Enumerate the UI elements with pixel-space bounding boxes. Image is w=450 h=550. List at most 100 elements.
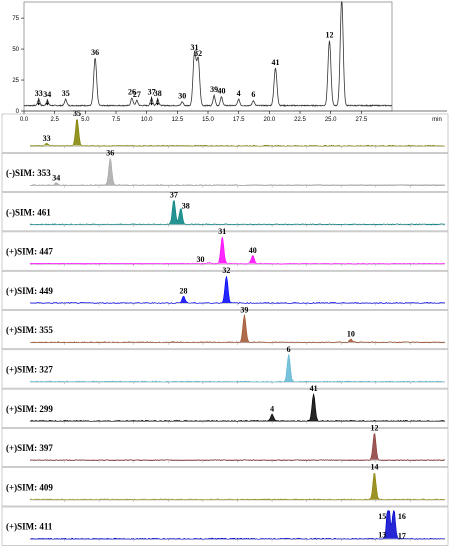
sim-peak-label-4: 4 <box>270 405 274 414</box>
tic-x-tick-label: 10.0 <box>141 117 153 123</box>
sim-peak-label-13: 13 <box>378 530 386 539</box>
sim-peak-label-6: 6 <box>287 345 291 354</box>
sim-panel: (+)SIM: 397 12 <box>1 423 449 467</box>
sim-panel-frame <box>1 349 449 389</box>
tic-x-unit-label: min <box>432 117 442 123</box>
sim-trace <box>29 236 446 265</box>
sim-panel: (+)SIM: 411 15 16 13 17 <box>1 506 449 546</box>
sim-panel-frame <box>1 310 449 350</box>
tic-peak-label-35: 35 <box>62 89 70 98</box>
sim-panel: (+)SIM: 409 14 <box>1 463 449 507</box>
sim-peak-label-41: 41 <box>310 384 318 393</box>
tic-peak-label-32: 32 <box>194 49 202 58</box>
sim-peak-label-33: 33 <box>43 134 51 143</box>
tic-peak-label-26: 26 <box>128 88 136 97</box>
tic-x-tick-label: 7.5 <box>112 117 121 123</box>
sim-trace <box>29 199 446 226</box>
tic-x-tick-label: 17.5 <box>233 117 245 123</box>
sim-panel-label: (+)SIM: 411 <box>6 522 53 532</box>
sim-peak-label-16: 16 <box>398 512 406 521</box>
sim-peak-label-12: 12 <box>370 423 378 432</box>
sim-trace <box>29 393 446 422</box>
sim-panel-label: (-)SIM: 353 <box>6 168 51 178</box>
tic-peak-arrowhead <box>37 103 41 106</box>
sim-peak-label-37: 37 <box>170 190 178 199</box>
tic-peak-arrowhead <box>150 103 154 106</box>
tic-x-tick-label: 25.0 <box>325 117 337 123</box>
sim-peak-label-10: 10 <box>347 330 355 339</box>
tic-peak-label-30: 30 <box>178 91 186 100</box>
sim-panel-label: (+)SIM: 409 <box>6 482 53 492</box>
sim-panel-frame <box>1 192 449 232</box>
sim-panel-label: (+)SIM: 327 <box>6 364 53 374</box>
sim-peak-label-35: 35 <box>73 109 81 118</box>
sim-trace <box>29 276 446 304</box>
tic-peak-label-37: 37 <box>148 88 156 97</box>
tic-peak-label-38: 38 <box>154 89 162 98</box>
tic-x-tick-label: 20.0 <box>263 117 275 123</box>
sim-peak-label-31: 31 <box>218 227 226 236</box>
sim-panel-label: (+)SIM: 449 <box>6 286 53 296</box>
sim-trace <box>29 314 446 344</box>
sim-panel-label: (+)SIM: 397 <box>6 443 53 453</box>
tic-x-tick-label: 0.0 <box>20 117 29 123</box>
tic-peak-label-33: 33 <box>35 89 43 98</box>
sim-panel-label: (-)SIM: 461 <box>6 207 51 217</box>
tic-trace <box>23 0 393 107</box>
sim-trace <box>29 157 446 187</box>
sim-peak-label-28: 28 <box>180 287 188 296</box>
sim-panel-label: (+)SIM: 447 <box>6 247 53 257</box>
tic-peak-label-27: 27 <box>133 90 141 99</box>
tic-peak-label-34: 34 <box>43 90 51 99</box>
sim-panel-frame <box>1 153 449 192</box>
sim-panel: (+)SIM: 299 4 41 <box>1 384 449 428</box>
tic-y-tick-label: 25 <box>12 78 19 84</box>
tic-x-tick-label: 2.5 <box>50 117 59 123</box>
tic-x-tick-label: 15.0 <box>202 117 214 123</box>
tic-x-tick-label: 27.5 <box>355 117 367 123</box>
sim-panel-frame <box>1 270 449 310</box>
tic-peak-arrowhead <box>156 103 160 106</box>
tic-peak-label-6: 6 <box>251 90 255 99</box>
tic-peak-label-41: 41 <box>271 58 279 67</box>
tic-peak-label-12: 12 <box>325 31 333 40</box>
sim-panel: (+)SIM: 447 30 31 40 <box>1 227 449 271</box>
tic-x-tick-label: 12.5 <box>171 117 183 123</box>
sim-panel-label: (+)SIM: 299 <box>6 404 53 414</box>
sim-peak-label-39: 39 <box>240 306 248 315</box>
sim-panel-frame <box>1 467 449 507</box>
sim-panel-frame <box>1 231 449 271</box>
sim-panel-frame <box>1 388 449 428</box>
tic-peak-label-36: 36 <box>91 48 99 57</box>
tic-peak-label-31: 31 <box>191 43 199 52</box>
sim-trace <box>29 509 446 540</box>
tic-peak-arrowhead <box>45 103 49 106</box>
sim-panel-label: (+)SIM: 355 <box>6 325 53 335</box>
tic-x-tick-label: 5.0 <box>81 117 90 123</box>
sim-peak-label-40: 40 <box>249 246 257 255</box>
sim-peak-label-36: 36 <box>106 148 114 157</box>
tic-peak-label-40: 40 <box>217 86 225 95</box>
sim-panel: (+)SIM: 449 28 32 <box>1 266 449 310</box>
sim-peak-label-32: 32 <box>222 266 230 275</box>
sim-peak-label-17: 17 <box>398 531 406 540</box>
sim-panel: (-)SIM: 353 34 36 <box>1 148 449 192</box>
tic-y-tick-label: 50 <box>12 47 19 53</box>
tic-peak-label-39: 39 <box>210 85 218 94</box>
sim-peak-label-14: 14 <box>370 463 378 472</box>
sim-panel: (-)SIM: 461 37 38 <box>1 190 449 232</box>
sim-peak-label-15: 15 <box>378 512 386 521</box>
tic-x-tick-label: 22.5 <box>294 117 306 123</box>
sim-trace <box>29 119 446 147</box>
sim-panel-frame <box>1 113 449 153</box>
sim-panel-frame <box>1 506 449 546</box>
sim-trace <box>29 354 446 383</box>
sim-peak-label-34: 34 <box>52 173 60 182</box>
tic-y-tick-label: 0 <box>16 109 20 115</box>
sim-panel-frame <box>1 428 449 467</box>
tic-peak-label-4: 4 <box>237 89 241 98</box>
sim-panel: 33 35 <box>1 109 449 153</box>
sim-peak-label-38: 38 <box>182 202 190 211</box>
sim-trace <box>29 432 446 462</box>
